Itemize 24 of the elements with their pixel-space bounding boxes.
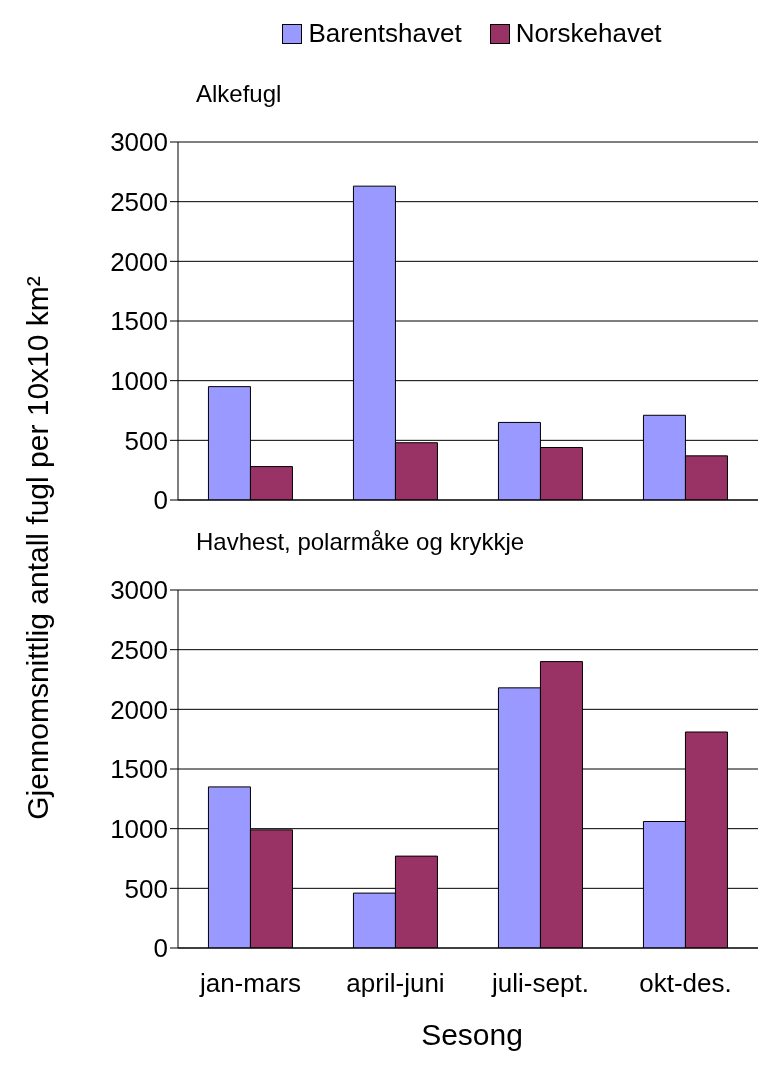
x-tick-label: april-juni [346, 968, 445, 999]
x-tick-label: okt-des. [639, 968, 732, 999]
legend-label: Barentshavet [308, 18, 462, 49]
y-tick-label: 3000 [110, 575, 168, 606]
y-tick-label: 500 [124, 425, 168, 456]
y-tick-label: 2000 [110, 694, 168, 725]
chart-title: Havhest, polarmåke og krykkje [196, 528, 525, 556]
y-tick-label: 1500 [110, 306, 168, 337]
y-tick-label: 2000 [110, 246, 168, 277]
y-tick-label: 2500 [110, 186, 168, 217]
legend-label: Norskehavet [515, 18, 662, 49]
y-tick-label: 1000 [110, 813, 168, 844]
y-tick-label: 2500 [110, 634, 168, 665]
y-tick-label: 0 [153, 485, 168, 516]
y-tick-label: 0 [153, 933, 168, 964]
chart-title: Alkefugl [196, 80, 282, 108]
y-tick-label: 3000 [110, 127, 168, 158]
x-tick-label: jan-mars [198, 968, 302, 999]
x-axis-title: Sesong [420, 1018, 524, 1052]
y-tick-label: 1000 [110, 365, 168, 396]
x-tick-label: juli-sept. [491, 968, 589, 999]
y-axis-title: Gjennomsnittlig antall fugl per 10x10 km² [21, 276, 55, 820]
y-tick-label: 500 [124, 873, 168, 904]
y-tick-label: 1500 [110, 754, 168, 785]
